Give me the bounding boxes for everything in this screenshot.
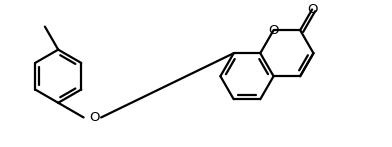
Text: O: O [307, 3, 318, 16]
Text: O: O [269, 24, 279, 37]
Text: O: O [89, 111, 100, 124]
